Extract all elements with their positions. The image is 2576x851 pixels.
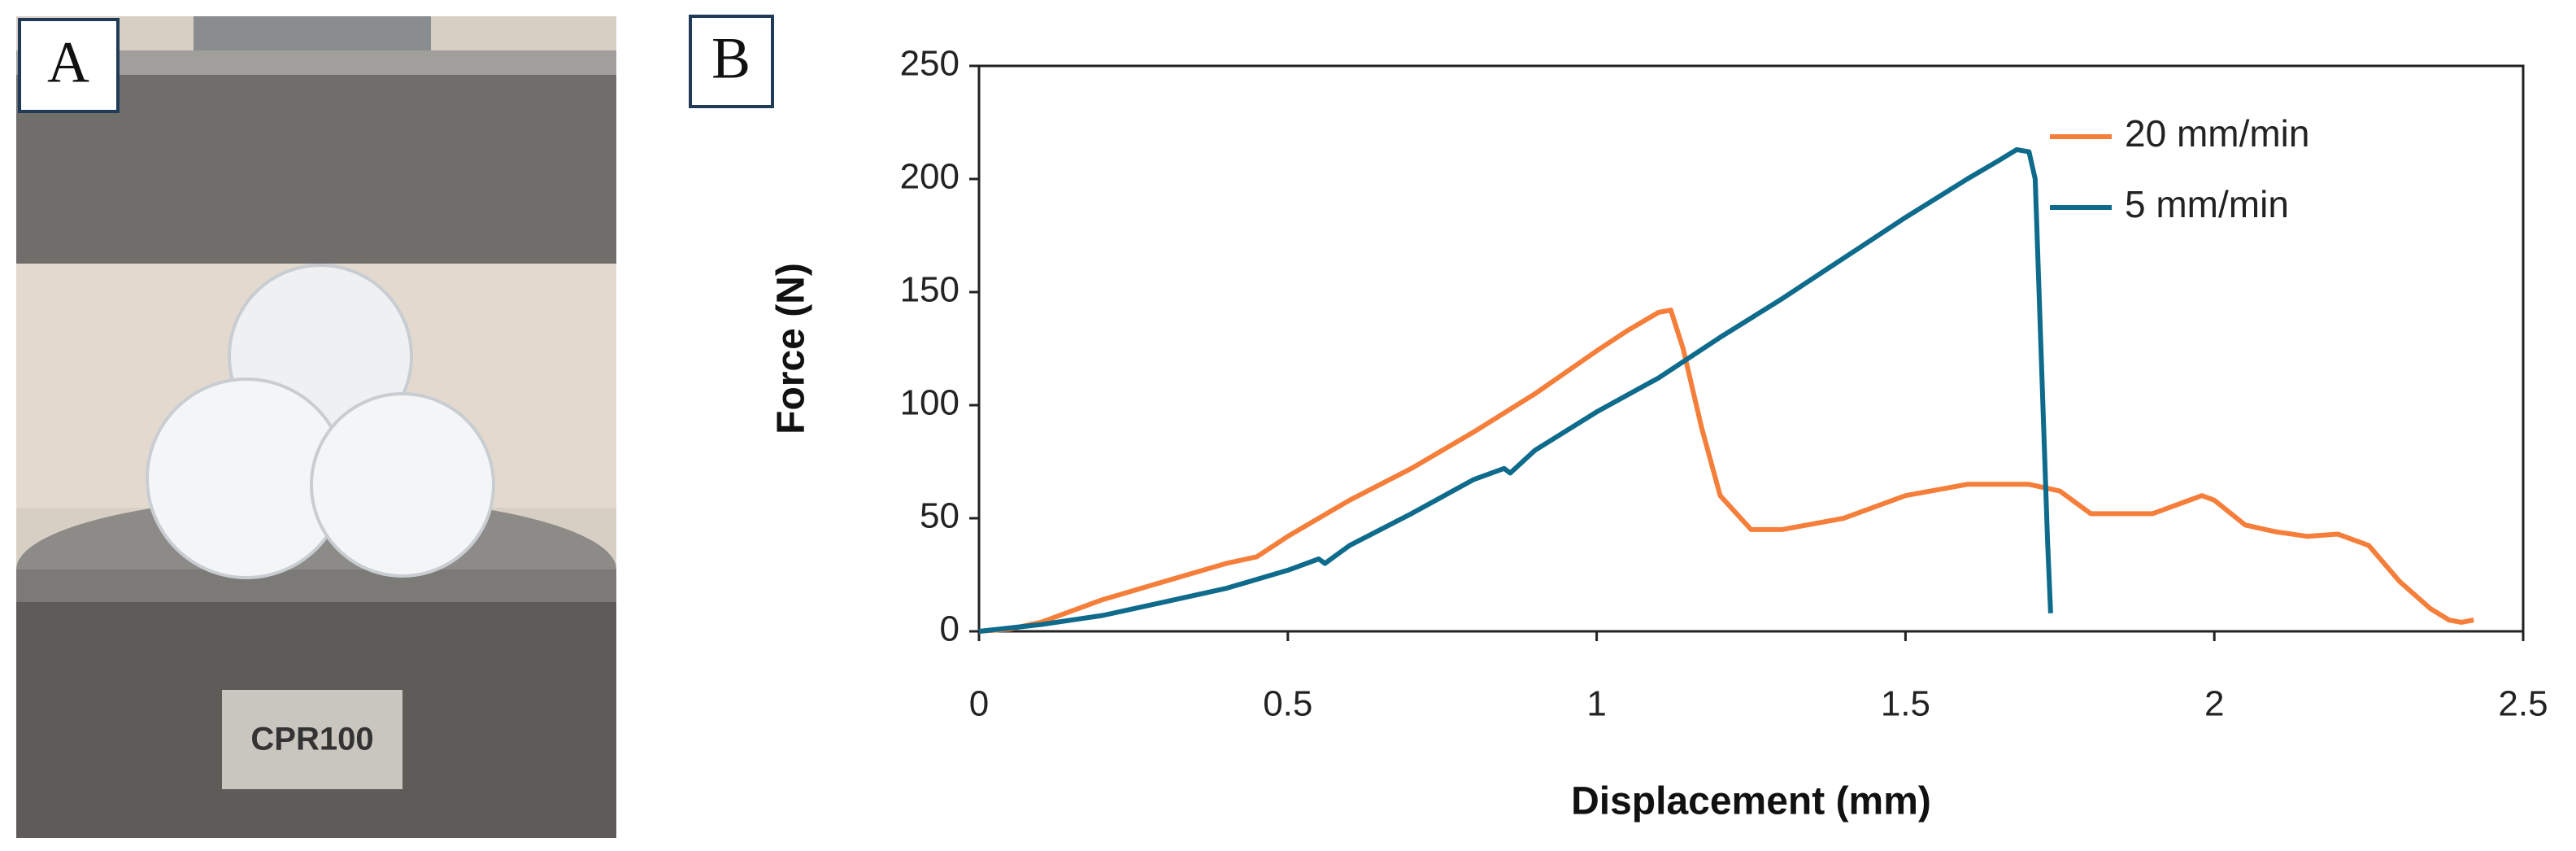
panel-label-box [689,15,774,108]
x-axis-title: Displacement (mm) [1571,780,1931,823]
x-tick-label: 1.5 [1881,684,1930,724]
y-tick-label: 50 [920,496,959,536]
x-tick-label: 1 [1586,684,1606,724]
legend-label: 20 mm/min [2125,112,2309,155]
x-tick-label: 0 [969,684,989,724]
x-tick-label: 2.5 [2498,684,2548,724]
plot-frame [977,64,2525,633]
x-tick-label: 0.5 [1263,684,1312,724]
panel-label: B [711,26,751,91]
lower-plate-rim [16,570,616,602]
panel-label: A [47,30,89,95]
y-tick-label: 250 [900,44,959,84]
press-column [194,16,431,53]
y-tick-label: 0 [940,609,959,649]
sticker-text: CPR100 [250,722,373,757]
legend-label: 5 mm/min [2125,183,2289,225]
y-tick-label: 100 [900,383,959,423]
sphere [310,392,495,578]
photo: CPR100 A [16,16,616,838]
series-line [978,308,2474,634]
y-axis-title: Force (N) [770,263,813,434]
series-line [978,146,2053,634]
chart: 0 50 100 150 200 250 0 0.5 1 1.5 2 2.5 Displacement … [770,44,2548,823]
y-tick-label: 150 [900,270,959,310]
panel-label-box [18,18,120,113]
y-tick-label: 200 [900,157,959,197]
sticker [222,690,402,789]
x-tick-label: 2 [2204,684,2224,724]
